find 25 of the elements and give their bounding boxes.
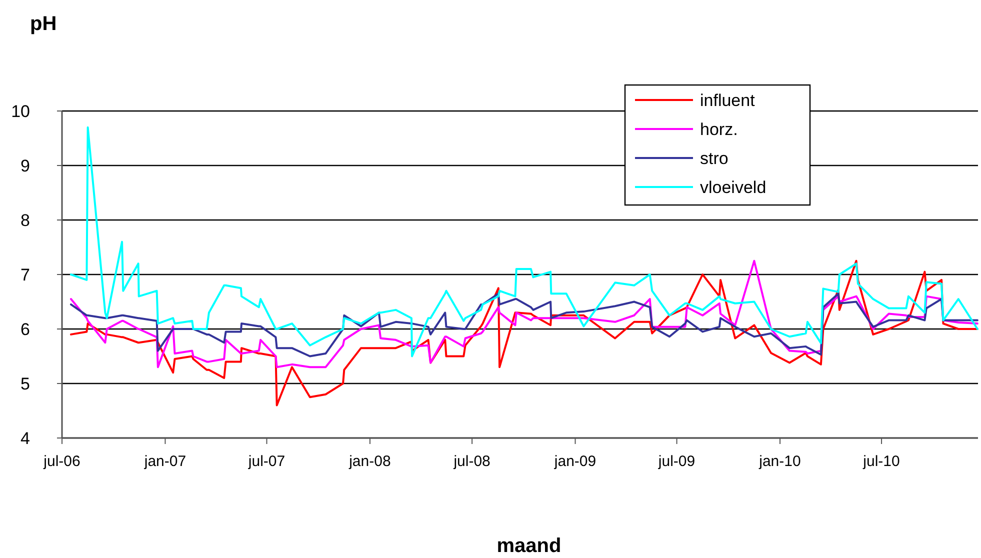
line-series bbox=[70, 260, 978, 368]
legend-label: stro bbox=[700, 148, 728, 168]
y-tick-label: 10 bbox=[11, 102, 30, 121]
x-axis-title: maand bbox=[496, 535, 562, 557]
x-tick-label: jul-06 bbox=[42, 453, 80, 470]
x-tick-label: jul-10 bbox=[862, 453, 900, 470]
line-series bbox=[70, 292, 978, 358]
x-tick-label: jul-09 bbox=[657, 453, 696, 470]
line-series bbox=[70, 260, 978, 406]
x-tick-label: jul-07 bbox=[247, 453, 286, 470]
y-tick-label: 6 bbox=[20, 320, 30, 339]
y-tick-label: 7 bbox=[20, 265, 30, 284]
x-tick-label: jul-08 bbox=[452, 453, 490, 470]
legend-label: vloeiveld bbox=[700, 178, 766, 197]
legend-label: influent bbox=[700, 90, 756, 110]
x-tick-label: jan-10 bbox=[758, 453, 801, 470]
y-tick-label: 8 bbox=[20, 210, 30, 230]
x-tick-label: jan-09 bbox=[553, 453, 596, 470]
x-tick-label: jan-08 bbox=[348, 453, 391, 470]
legend-label: horz. bbox=[700, 120, 738, 139]
y-axis-title: pH bbox=[30, 13, 57, 35]
y-tick-label: 5 bbox=[20, 374, 30, 394]
y-tick-label: 9 bbox=[20, 156, 30, 176]
x-tick-label: jan-07 bbox=[143, 453, 186, 470]
y-tick-label: 4 bbox=[20, 428, 30, 448]
